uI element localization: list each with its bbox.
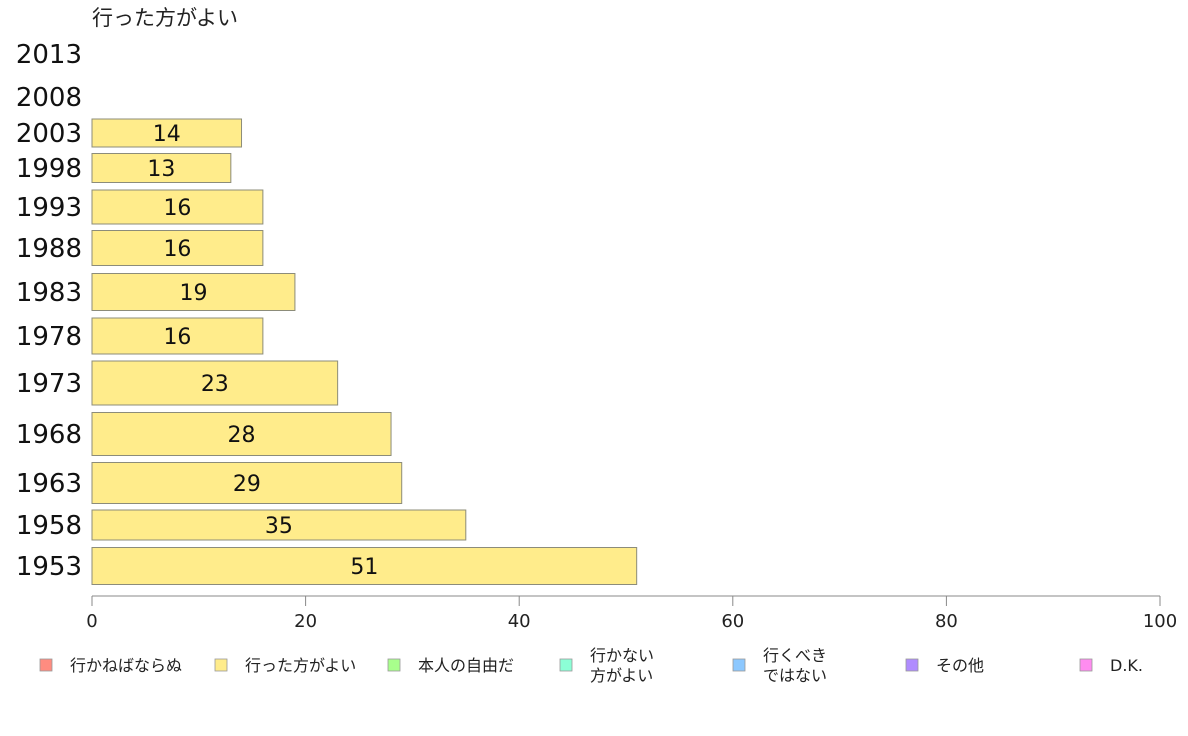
legend-item: 行くべきではない bbox=[732, 646, 827, 685]
year-label: 1953 bbox=[16, 552, 82, 582]
legend-label: 行かねばならぬ bbox=[70, 656, 182, 675]
legend-swatch bbox=[214, 658, 228, 672]
bar bbox=[91, 509, 467, 541]
bar bbox=[91, 412, 392, 456]
legend-label: 行った方がよい bbox=[245, 656, 356, 675]
legend-item: 行った方がよい bbox=[214, 656, 356, 675]
legend-swatch bbox=[1079, 658, 1093, 672]
year-label: 1963 bbox=[16, 469, 82, 499]
year-label: 2013 bbox=[16, 40, 82, 70]
bar bbox=[91, 118, 243, 148]
bar bbox=[91, 317, 264, 355]
bar-rows: 2013 2008 2003 14 1998 13 1993 16 1988 16 1983 19 19… bbox=[16, 40, 638, 585]
bar-value-label: 16 bbox=[163, 196, 191, 221]
legend-label: 行かない方がよい bbox=[590, 646, 654, 685]
year-label: 1973 bbox=[16, 369, 82, 399]
bar-value-label: 14 bbox=[153, 122, 181, 147]
legend-swatch bbox=[39, 658, 53, 672]
bar-value-label: 28 bbox=[228, 423, 256, 448]
legend-swatch bbox=[905, 658, 919, 672]
legend-swatch bbox=[559, 658, 573, 672]
x-tick-label: 40 bbox=[508, 611, 531, 632]
chart-title: 行った方がよい bbox=[92, 6, 238, 30]
x-tick-label: 20 bbox=[294, 611, 317, 632]
year-label: 1988 bbox=[16, 234, 82, 264]
x-tick-label: 80 bbox=[935, 611, 958, 632]
legend-label: その他 bbox=[936, 656, 984, 675]
legend-item: D.K. bbox=[1079, 656, 1143, 675]
legend-item: 本人の自由だ bbox=[387, 656, 514, 675]
bar bbox=[91, 462, 403, 504]
bar bbox=[91, 360, 339, 406]
year-label: 1958 bbox=[16, 511, 82, 541]
year-label: 1978 bbox=[16, 322, 82, 352]
bar bbox=[91, 547, 638, 585]
legend-item: 行かない方がよい bbox=[559, 646, 654, 685]
x-tick-label: 60 bbox=[721, 611, 744, 632]
year-label: 1983 bbox=[16, 278, 82, 308]
legend-item: その他 bbox=[905, 656, 984, 675]
legend-item: 行かねばならぬ bbox=[39, 656, 182, 675]
bar-value-label: 16 bbox=[163, 325, 191, 350]
legend-label: 本人の自由だ bbox=[418, 656, 514, 675]
year-label: 1968 bbox=[16, 420, 82, 450]
legend: 行かねばならぬ 行った方がよい 本人の自由だ 行かない方がよい 行くべきではない その他 D… bbox=[39, 646, 1143, 685]
bar-value-label: 13 bbox=[147, 157, 175, 182]
legend-swatch bbox=[387, 658, 401, 672]
bar-value-label: 51 bbox=[350, 555, 378, 580]
bar-value-label: 35 bbox=[265, 514, 293, 539]
bar bbox=[91, 189, 264, 225]
bar bbox=[91, 153, 232, 183]
bar-value-label: 23 bbox=[201, 372, 229, 397]
bar-value-label: 16 bbox=[163, 237, 191, 262]
legend-swatch bbox=[732, 658, 746, 672]
x-tick-label: 100 bbox=[1143, 611, 1177, 632]
legend-label: D.K. bbox=[1110, 656, 1143, 675]
x-axis: 0 20 40 60 80 100 bbox=[86, 595, 1177, 632]
year-label: 2008 bbox=[16, 83, 82, 113]
bar-value-label: 29 bbox=[233, 472, 261, 497]
year-label: 1993 bbox=[16, 193, 82, 223]
bar bbox=[91, 230, 264, 266]
x-tick-label: 0 bbox=[86, 611, 97, 632]
year-label: 1998 bbox=[16, 154, 82, 184]
bar-value-label: 19 bbox=[179, 281, 207, 306]
year-label: 2003 bbox=[16, 119, 82, 149]
legend-label: 行くべきではない bbox=[763, 646, 827, 685]
bar bbox=[91, 273, 296, 311]
